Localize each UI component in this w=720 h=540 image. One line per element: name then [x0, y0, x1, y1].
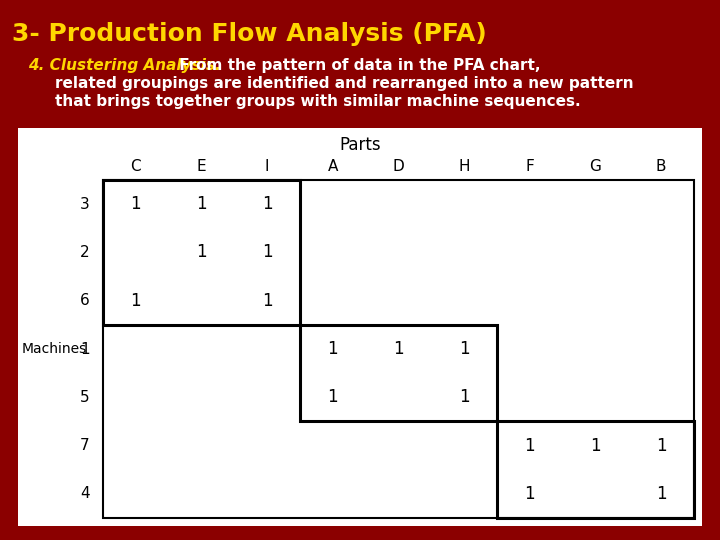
Text: A: A — [328, 159, 338, 174]
Text: related groupings are identified and rearranged into a new pattern: related groupings are identified and rea… — [55, 76, 634, 91]
Text: I: I — [265, 159, 269, 174]
Text: 1: 1 — [262, 195, 272, 213]
Text: 5: 5 — [80, 390, 90, 405]
Text: 1: 1 — [262, 244, 272, 261]
Text: 1: 1 — [196, 195, 207, 213]
Text: 3: 3 — [80, 197, 90, 212]
Text: Parts: Parts — [339, 136, 381, 154]
Bar — [300, 325, 497, 421]
Text: 1: 1 — [328, 340, 338, 358]
Text: 1: 1 — [459, 388, 469, 406]
Text: 1: 1 — [328, 388, 338, 406]
Text: E: E — [197, 159, 207, 174]
Text: Machines: Machines — [22, 342, 87, 356]
Text: 1: 1 — [262, 292, 272, 310]
Text: 1: 1 — [525, 485, 535, 503]
Text: F: F — [526, 159, 534, 174]
Text: 1: 1 — [525, 436, 535, 455]
Text: 4: 4 — [80, 487, 90, 501]
Text: 1: 1 — [656, 485, 667, 503]
Text: B: B — [656, 159, 667, 174]
Text: 1: 1 — [130, 292, 141, 310]
Text: 1: 1 — [590, 436, 600, 455]
Text: D: D — [392, 159, 405, 174]
Text: C: C — [130, 159, 141, 174]
Text: 6: 6 — [80, 293, 90, 308]
Text: that brings together groups with similar machine sequences.: that brings together groups with similar… — [55, 94, 580, 109]
Bar — [497, 421, 694, 518]
Bar — [18, 128, 702, 526]
Bar — [103, 180, 694, 518]
Text: H: H — [459, 159, 470, 174]
Text: 1: 1 — [196, 244, 207, 261]
Text: G: G — [590, 159, 601, 174]
Text: 1: 1 — [393, 340, 404, 358]
Text: 1: 1 — [459, 340, 469, 358]
Bar — [103, 180, 300, 325]
Text: 7: 7 — [80, 438, 90, 453]
Text: 1: 1 — [656, 436, 667, 455]
Text: 1: 1 — [130, 195, 141, 213]
Text: From the pattern of data in the PFA chart,: From the pattern of data in the PFA char… — [174, 58, 541, 73]
Text: 2: 2 — [80, 245, 90, 260]
Text: 4. Clustering Analysis.: 4. Clustering Analysis. — [28, 58, 221, 73]
Text: 1: 1 — [80, 341, 90, 356]
Text: 3- Production Flow Analysis (PFA): 3- Production Flow Analysis (PFA) — [12, 22, 487, 46]
